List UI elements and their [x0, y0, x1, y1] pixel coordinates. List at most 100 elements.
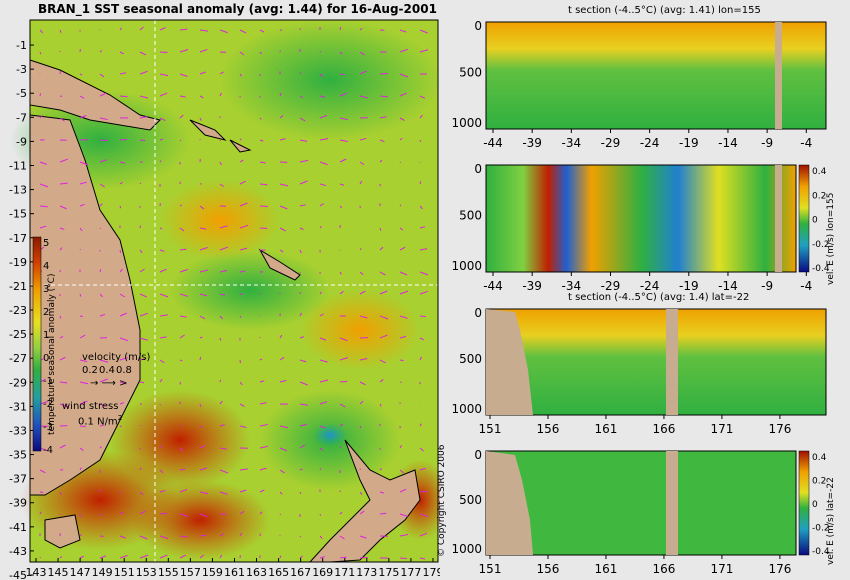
map-x-tick-label: 167 [290, 566, 311, 579]
velocity-arrow [199, 425, 203, 428]
velocity-arrow [199, 205, 205, 210]
velocity-arrow [239, 180, 247, 185]
section-x-tick-label: 161 [595, 562, 618, 576]
map-x-tick-label: 173 [356, 566, 377, 579]
velocity-arrow [399, 271, 408, 276]
velocity-arrow [79, 249, 81, 251]
velocity-arrow [319, 183, 327, 187]
velocity-arrow [79, 334, 86, 339]
section-colorbar-tick-label: 0.4 [812, 167, 827, 177]
velocity-arrow [359, 425, 362, 429]
velocity-arrow [179, 269, 188, 273]
velocity-arrow [219, 183, 224, 187]
section-x-tick-label: 161 [595, 422, 618, 436]
velocity-arrow [39, 115, 43, 119]
velocity-arrow [59, 117, 65, 122]
velocity-arrow [379, 359, 386, 364]
velocity-arrow [339, 380, 348, 383]
section3-title: t section (-4..5°C) (avg: 1.4) lat=-22 [568, 292, 750, 303]
velocity-arrow [419, 490, 428, 493]
velocity-arrow [379, 139, 385, 143]
velocity-arrow [179, 447, 184, 452]
velocity-arrow [119, 511, 124, 515]
velocity-arrow [219, 533, 225, 537]
velocity-arrow [279, 425, 288, 429]
velocity-arrow [419, 557, 426, 560]
velocity-arrow [279, 447, 287, 452]
velocity-arrow [79, 315, 83, 318]
velocity-arrow [179, 95, 186, 98]
velocity-arrow [179, 381, 182, 385]
velocity-arrow [399, 513, 408, 517]
velocity-arrow [419, 29, 428, 34]
velocity-legend-value-3: 0.8 [116, 365, 132, 376]
velocity-arrow [59, 556, 63, 559]
velocity-arrow [199, 117, 202, 121]
map-y-tick-label: -29 [9, 376, 27, 389]
velocity-arrow [299, 159, 309, 163]
colorbar-tick-label: 2 [43, 307, 49, 318]
velocity-arrow [279, 205, 288, 210]
velocity-arrow [179, 424, 182, 427]
velocity-arrow [159, 445, 162, 449]
map-title: BRAN_1 SST seasonal anomaly (avg: 1.44) … [38, 2, 437, 16]
velocity-arrow [299, 139, 308, 142]
velocity-arrow [419, 114, 423, 119]
velocity-arrow [179, 359, 183, 362]
map-y-tick-label: -43 [9, 545, 27, 558]
velocity-arrow [59, 182, 68, 185]
velocity-arrow [279, 138, 286, 141]
velocity-arrow [379, 290, 388, 295]
velocity-arrow [259, 29, 265, 33]
velocity-arrow [259, 380, 265, 383]
map-x-tick-label: 163 [246, 566, 267, 579]
velocity-arrow [139, 268, 145, 273]
velocity-arrow [299, 180, 308, 185]
velocity-arrow [359, 381, 366, 386]
velocity-arrow [259, 423, 268, 427]
velocity-arrow [219, 491, 228, 495]
velocity-arrow [239, 425, 247, 428]
velocity-arrow [119, 181, 123, 185]
velocity-arrow [99, 159, 107, 163]
velocity-arrow [319, 291, 322, 295]
colorbar-tick-label: -3 [43, 422, 53, 433]
velocity-arrow [59, 247, 63, 251]
velocity-arrow [399, 92, 407, 97]
velocity-arrow [399, 246, 406, 251]
map-y-tick-label: -25 [9, 328, 27, 341]
velocity-arrow [139, 139, 146, 142]
velocity-arrow [99, 378, 108, 383]
velocity-arrow [79, 359, 88, 363]
velocity-arrow [279, 249, 284, 253]
map-x-tick-label: 159 [202, 566, 223, 579]
velocity-arrow [399, 204, 402, 207]
velocity-arrow [279, 379, 287, 383]
map-x-tick-label: 147 [70, 566, 91, 579]
section-x-tick-label: -24 [640, 136, 660, 150]
velocity-arrow [239, 381, 243, 386]
velocity-arrow [399, 557, 407, 560]
velocity-arrow [119, 535, 126, 539]
velocity-arrow [299, 117, 306, 122]
section-y-tick-label: 500 [459, 66, 482, 80]
velocity-arrow [219, 270, 228, 273]
section2-colorbar-label: vel. E (m/s) lon=155 [826, 192, 836, 285]
velocity-arrow [199, 356, 202, 361]
velocity-arrow [39, 225, 47, 229]
velocity-arrow [279, 469, 285, 474]
velocity-arrow [119, 337, 129, 342]
velocity-arrow [179, 513, 189, 517]
velocity-arrow [79, 293, 82, 297]
velocity-arrow [159, 314, 168, 317]
velocity-arrow [59, 29, 62, 33]
velocity-arrow [419, 337, 424, 341]
velocity-arrow [199, 269, 209, 273]
section-x-tick-label: 151 [479, 422, 502, 436]
velocity-arrow [119, 95, 128, 98]
velocity-arrow [199, 95, 204, 99]
velocity-arrow [399, 29, 407, 33]
velocity-arrow [279, 92, 282, 97]
velocity-arrow [339, 337, 348, 342]
